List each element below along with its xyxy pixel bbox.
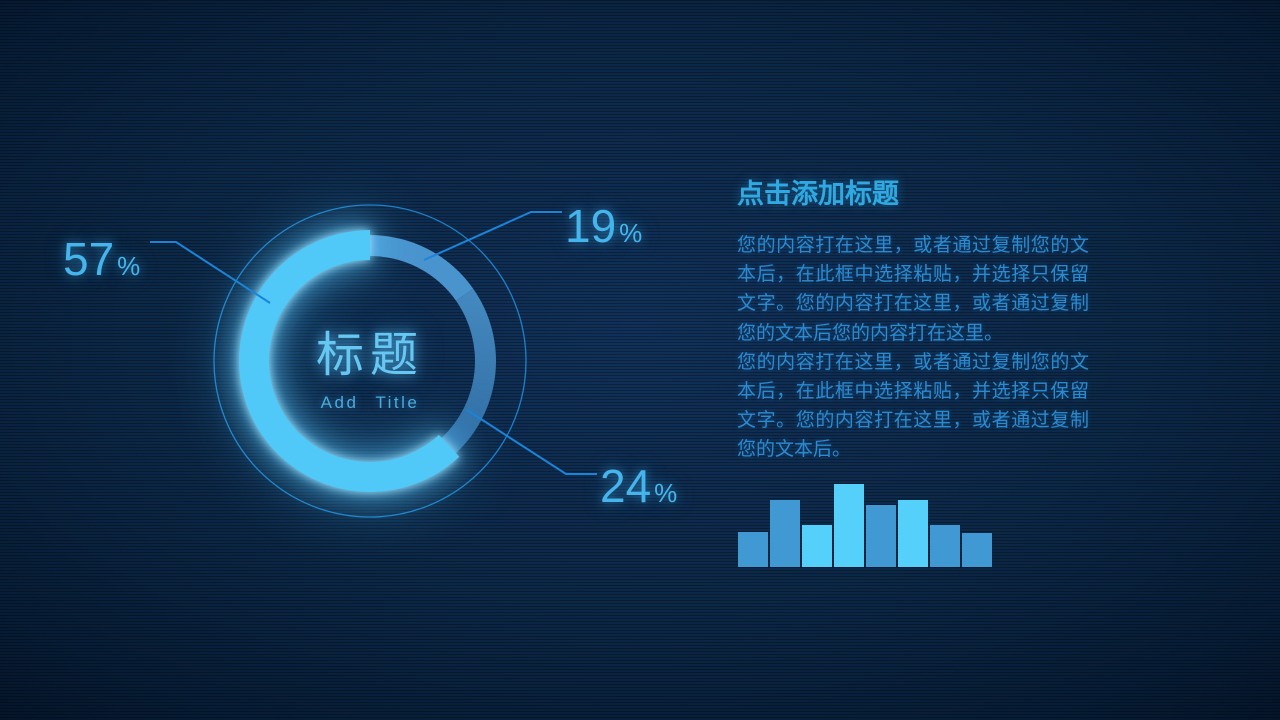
leader-line-24	[466, 409, 597, 475]
callout-24-unit: %	[654, 478, 678, 508]
callout-57-percent: 57%	[63, 236, 140, 282]
callout-24-percent: 24%	[600, 463, 677, 509]
callout-19-unit: %	[619, 218, 643, 248]
body-paragraph-2: 您的内容打在这里，或者通过复制您的文本后，在此框中选择粘贴，并选择只保留文字。您…	[737, 351, 1089, 461]
callout-24-number: 24	[600, 460, 652, 512]
bar-8	[962, 533, 992, 567]
callout-19-percent: 19%	[565, 203, 642, 249]
bar-4	[834, 484, 864, 567]
bar-6	[898, 500, 928, 567]
callout-57-unit: %	[117, 251, 141, 281]
leader-line-19	[423, 211, 562, 261]
callout-19-number: 19	[565, 200, 617, 252]
content-heading: 点击添加标题	[737, 179, 899, 209]
donut-segment-57pct	[239, 230, 460, 492]
decor-ring	[213, 204, 527, 518]
bar-3	[802, 525, 832, 567]
leader-line-57	[150, 241, 271, 304]
bar-5	[866, 505, 896, 567]
donut-segment-24pct	[441, 288, 496, 454]
bar-1	[738, 532, 768, 567]
callout-57-number: 57	[63, 233, 115, 285]
body-paragraph-1: 您的内容打在这里，或者通过复制您的文本后，在此框中选择粘贴，并选择只保留文字。您…	[737, 235, 1089, 344]
bar-7	[930, 525, 960, 567]
content-panel: 点击添加标题 您的内容打在这里，或者通过复制您的文本后，在此框中选择粘贴，并选择…	[737, 172, 1089, 465]
bar-2	[770, 500, 800, 567]
mini-bar-chart	[738, 482, 992, 567]
donut-segment-19pct	[370, 235, 474, 301]
